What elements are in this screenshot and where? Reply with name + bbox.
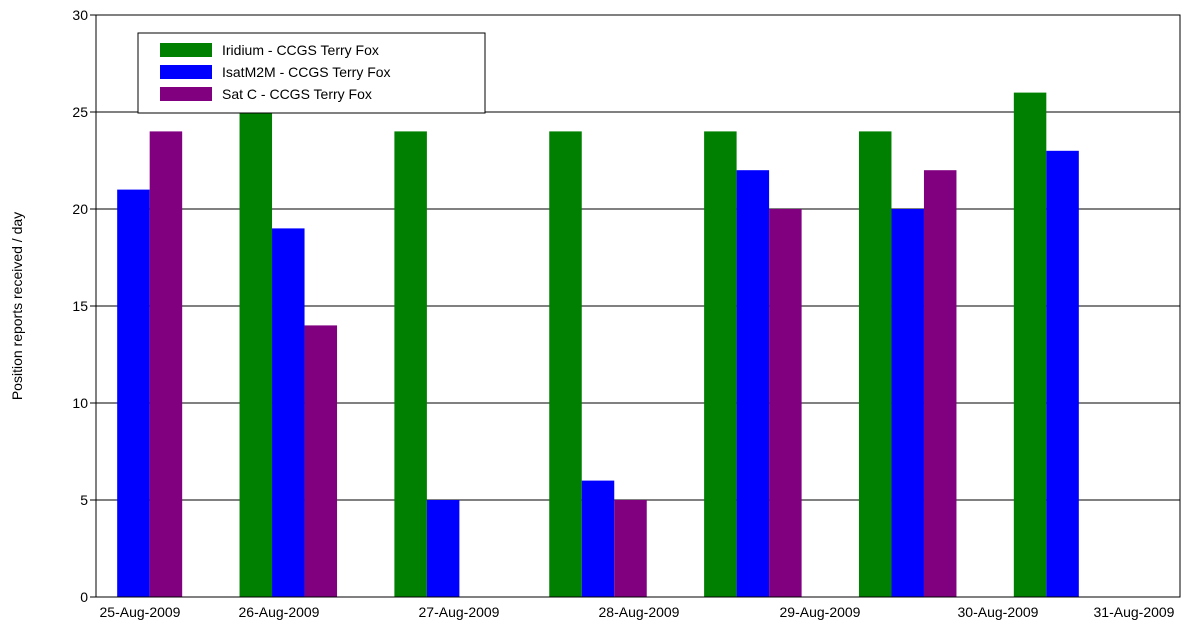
y-tick-label: 30 — [72, 7, 88, 23]
x-tick-label: 26-Aug-2009 — [239, 604, 320, 620]
bar — [149, 131, 183, 597]
bar — [1046, 150, 1079, 598]
y-tick-label: 15 — [72, 298, 88, 314]
legend-swatch — [160, 65, 212, 79]
bar — [239, 112, 273, 597]
legend-label: IsatM2M - CCGS Terry Fox — [222, 64, 391, 80]
legend-swatch — [160, 87, 212, 101]
x-tick-label: 27-Aug-2009 — [419, 604, 500, 620]
bar — [581, 480, 615, 597]
bar — [736, 170, 770, 597]
bar — [614, 500, 647, 597]
bar — [704, 131, 737, 597]
x-axis-ticks: 25-Aug-2009 26-Aug-2009 27-Aug-2009 28-Aug-… — [100, 604, 1175, 620]
bar — [923, 170, 957, 597]
legend-swatch — [160, 43, 212, 57]
y-tick-label: 0 — [80, 589, 88, 605]
y-tick-label: 5 — [80, 492, 88, 508]
bar — [394, 131, 427, 597]
x-tick-label: 29-Aug-2009 — [780, 604, 861, 620]
y-tick-label: 25 — [72, 104, 88, 120]
bar — [426, 500, 460, 597]
x-tick-label: 25-Aug-2009 — [100, 604, 181, 620]
bar — [769, 209, 802, 597]
y-tick-label: 10 — [72, 395, 88, 411]
y-axis-title: Position reports received / day — [9, 212, 25, 400]
bar — [117, 189, 150, 597]
bar — [858, 131, 892, 597]
bar — [304, 325, 338, 597]
x-tick-label: 31-Aug-2009 — [1094, 604, 1175, 620]
bars — [117, 92, 1079, 598]
x-tick-label: 30-Aug-2009 — [958, 604, 1039, 620]
legend-label: Iridium - CCGS Terry Fox — [222, 42, 379, 58]
legend-label: Sat C - CCGS Terry Fox — [222, 86, 372, 102]
bar — [1013, 92, 1047, 597]
x-tick-label: 28-Aug-2009 — [599, 604, 680, 620]
y-tick-label: 20 — [72, 201, 88, 217]
bar — [549, 131, 582, 597]
bar — [891, 209, 924, 597]
legend: Iridium - CCGS Terry Fox IsatM2M - CCGS T… — [137, 32, 486, 114]
bar — [272, 228, 305, 597]
y-axis-ticks: 0 5 10 15 20 25 30 — [72, 7, 96, 605]
